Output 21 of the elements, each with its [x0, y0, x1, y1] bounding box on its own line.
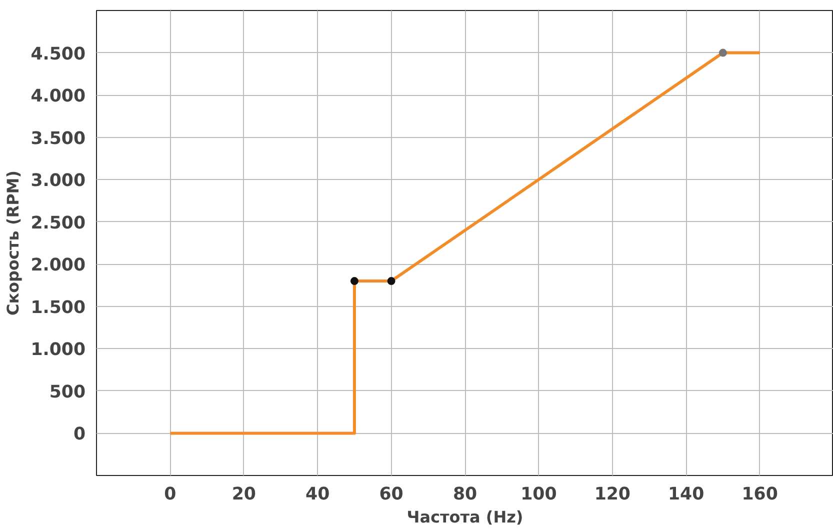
- x-tick-label: 60: [379, 484, 404, 504]
- y-tick-label: 0: [73, 424, 86, 445]
- y-tick-label: 2.500: [30, 213, 86, 234]
- y-tick-label: 3.000: [30, 171, 86, 192]
- y-tick-label: 1.500: [30, 298, 86, 318]
- y-tick-label: 4.500: [30, 44, 86, 64]
- y-axis-title: Скорость (RPM): [4, 170, 23, 316]
- x-tick-label: 80: [452, 484, 478, 504]
- x-tick-label: 100: [520, 484, 557, 504]
- y-tick-label: 1.000: [30, 340, 86, 360]
- y-tick-label: 4.000: [30, 86, 86, 107]
- x-tick-label: 0: [164, 484, 176, 504]
- x-tick-label: 40: [306, 484, 330, 504]
- x-tick-label: 120: [594, 484, 630, 504]
- x-tick-label: 160: [742, 484, 778, 504]
- y-tick-label: 2.000: [30, 256, 86, 276]
- x-axis-title: Частота (Hz): [406, 508, 524, 526]
- x-tick-label: 20: [232, 484, 256, 504]
- y-tick-label: 3.500: [30, 128, 86, 149]
- x-tick-label: 140: [668, 484, 704, 504]
- y-tick-label: 500: [49, 382, 86, 402]
